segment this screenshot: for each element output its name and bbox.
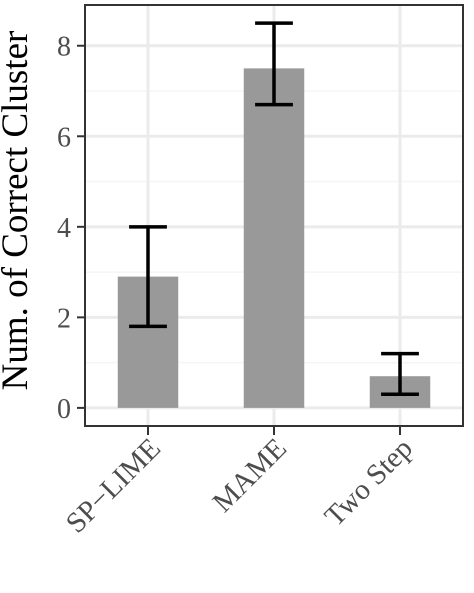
x-tick-label: Two Step (319, 432, 419, 532)
bar (243, 68, 305, 408)
x-tick-label: SP−LIME (60, 432, 167, 539)
x-tick-label: MAME (207, 432, 293, 518)
y-axis-title: Num. of Correct Cluster (0, 31, 36, 391)
y-tick-label: 8 (57, 32, 71, 63)
bars (117, 68, 431, 408)
y-tick-label: 4 (57, 213, 71, 244)
y-axis: 0 2 4 6 8 (57, 32, 85, 425)
y-tick-label: 2 (57, 303, 71, 334)
y-tick-label: 6 (57, 122, 71, 153)
y-tick-label: 0 (57, 394, 71, 425)
x-axis: SP−LIME MAME Two Step (60, 426, 419, 539)
error-bars (129, 21, 419, 397)
